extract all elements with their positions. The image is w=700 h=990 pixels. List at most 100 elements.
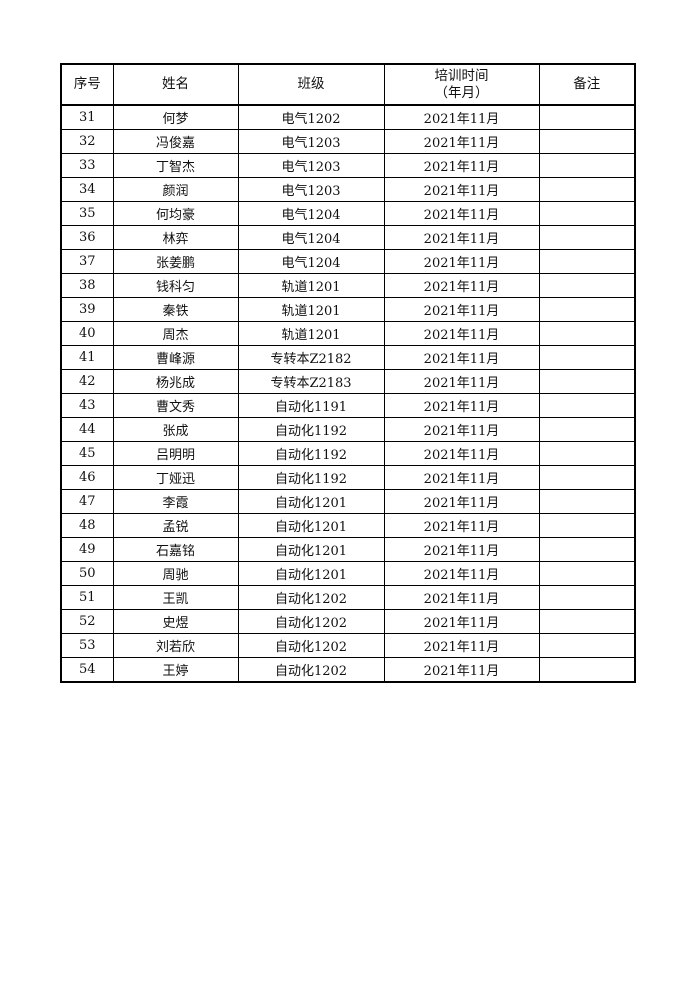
cell-class: 轨道1201 bbox=[237, 273, 385, 298]
cell-index: 41 bbox=[60, 345, 114, 370]
cell-class: 专转本Z2183 bbox=[237, 369, 385, 394]
cell-training-time: 2021年11月 bbox=[383, 369, 540, 394]
table-row: 39 秦铁 轨道1201 2021年11月 bbox=[60, 297, 636, 322]
cell-index: 33 bbox=[60, 153, 114, 178]
cell-note bbox=[538, 417, 636, 442]
table-row: 47 李霞 自动化1201 2021年11月 bbox=[60, 489, 636, 514]
table-row: 46 丁娅迅 自动化1192 2021年11月 bbox=[60, 465, 636, 490]
header-note: 备注 bbox=[538, 63, 636, 106]
cell-index: 46 bbox=[60, 465, 114, 490]
cell-index: 44 bbox=[60, 417, 114, 442]
cell-name: 王婷 bbox=[112, 657, 239, 683]
table-row: 41 曹峰源 专转本Z2182 2021年11月 bbox=[60, 345, 636, 370]
cell-class: 电气1203 bbox=[237, 153, 385, 178]
table-row: 44 张成 自动化1192 2021年11月 bbox=[60, 417, 636, 442]
cell-training-time: 2021年11月 bbox=[383, 104, 540, 130]
cell-note bbox=[538, 513, 636, 538]
cell-note bbox=[538, 297, 636, 322]
cell-training-time: 2021年11月 bbox=[383, 465, 540, 490]
cell-training-time: 2021年11月 bbox=[383, 321, 540, 346]
cell-name: 曹峰源 bbox=[112, 345, 239, 370]
cell-note bbox=[538, 585, 636, 610]
table-row: 43 曹文秀 自动化1191 2021年11月 bbox=[60, 393, 636, 418]
cell-name: 张姜鹏 bbox=[112, 249, 239, 274]
cell-name: 史煜 bbox=[112, 609, 239, 634]
cell-note bbox=[538, 129, 636, 154]
cell-note bbox=[538, 369, 636, 394]
cell-name: 吕明明 bbox=[112, 441, 239, 466]
cell-training-time: 2021年11月 bbox=[383, 585, 540, 610]
cell-note bbox=[538, 104, 636, 130]
cell-index: 35 bbox=[60, 201, 114, 226]
cell-index: 43 bbox=[60, 393, 114, 418]
table-row: 49 石嘉铭 自动化1201 2021年11月 bbox=[60, 537, 636, 562]
cell-training-time: 2021年11月 bbox=[383, 537, 540, 562]
cell-class: 自动化1201 bbox=[237, 537, 385, 562]
cell-index: 40 bbox=[60, 321, 114, 346]
table-row: 51 王凯 自动化1202 2021年11月 bbox=[60, 585, 636, 610]
header-class: 班级 bbox=[237, 63, 385, 106]
header-name: 姓名 bbox=[112, 63, 239, 106]
cell-note bbox=[538, 225, 636, 250]
cell-class: 自动化1202 bbox=[237, 609, 385, 634]
cell-note bbox=[538, 273, 636, 298]
table-row: 45 吕明明 自动化1192 2021年11月 bbox=[60, 441, 636, 466]
cell-index: 53 bbox=[60, 633, 114, 658]
cell-class: 电气1204 bbox=[237, 249, 385, 274]
cell-name: 何均豪 bbox=[112, 201, 239, 226]
cell-training-time: 2021年11月 bbox=[383, 513, 540, 538]
cell-name: 孟锐 bbox=[112, 513, 239, 538]
table-row: 42 杨兆成 专转本Z2183 2021年11月 bbox=[60, 369, 636, 394]
table-row: 34 颜润 电气1203 2021年11月 bbox=[60, 177, 636, 202]
cell-note bbox=[538, 657, 636, 683]
table-row: 38 钱科匀 轨道1201 2021年11月 bbox=[60, 273, 636, 298]
cell-note bbox=[538, 609, 636, 634]
table-row: 54 王婷 自动化1202 2021年11月 bbox=[60, 657, 636, 683]
cell-training-time: 2021年11月 bbox=[383, 273, 540, 298]
cell-name: 林弈 bbox=[112, 225, 239, 250]
cell-name: 杨兆成 bbox=[112, 369, 239, 394]
cell-note bbox=[538, 633, 636, 658]
cell-training-time: 2021年11月 bbox=[383, 417, 540, 442]
cell-class: 自动化1201 bbox=[237, 513, 385, 538]
cell-training-time: 2021年11月 bbox=[383, 489, 540, 514]
table-row: 48 孟锐 自动化1201 2021年11月 bbox=[60, 513, 636, 538]
cell-note bbox=[538, 345, 636, 370]
cell-name: 李霞 bbox=[112, 489, 239, 514]
cell-training-time: 2021年11月 bbox=[383, 225, 540, 250]
cell-class: 电气1203 bbox=[237, 177, 385, 202]
cell-index: 39 bbox=[60, 297, 114, 322]
cell-index: 50 bbox=[60, 561, 114, 586]
cell-name: 秦铁 bbox=[112, 297, 239, 322]
cell-index: 54 bbox=[60, 657, 114, 683]
cell-note bbox=[538, 561, 636, 586]
cell-class: 电气1202 bbox=[237, 104, 385, 130]
cell-training-time: 2021年11月 bbox=[383, 249, 540, 274]
cell-index: 48 bbox=[60, 513, 114, 538]
cell-name: 曹文秀 bbox=[112, 393, 239, 418]
cell-name: 丁智杰 bbox=[112, 153, 239, 178]
cell-class: 自动化1202 bbox=[237, 657, 385, 683]
cell-class: 自动化1201 bbox=[237, 489, 385, 514]
cell-index: 34 bbox=[60, 177, 114, 202]
cell-note bbox=[538, 537, 636, 562]
cell-index: 38 bbox=[60, 273, 114, 298]
cell-note bbox=[538, 465, 636, 490]
cell-note bbox=[538, 249, 636, 274]
cell-index: 51 bbox=[60, 585, 114, 610]
cell-name: 冯俊嘉 bbox=[112, 129, 239, 154]
table-row: 52 史煜 自动化1202 2021年11月 bbox=[60, 609, 636, 634]
cell-class: 自动化1202 bbox=[237, 633, 385, 658]
cell-note bbox=[538, 489, 636, 514]
cell-training-time: 2021年11月 bbox=[383, 177, 540, 202]
table-row: 53 刘若欣 自动化1202 2021年11月 bbox=[60, 633, 636, 658]
cell-training-time: 2021年11月 bbox=[383, 657, 540, 683]
cell-class: 自动化1191 bbox=[237, 393, 385, 418]
cell-name: 张成 bbox=[112, 417, 239, 442]
cell-name: 石嘉铭 bbox=[112, 537, 239, 562]
cell-class: 自动化1192 bbox=[237, 417, 385, 442]
cell-training-time: 2021年11月 bbox=[383, 297, 540, 322]
cell-index: 52 bbox=[60, 609, 114, 634]
cell-index: 31 bbox=[60, 104, 114, 130]
cell-index: 42 bbox=[60, 369, 114, 394]
